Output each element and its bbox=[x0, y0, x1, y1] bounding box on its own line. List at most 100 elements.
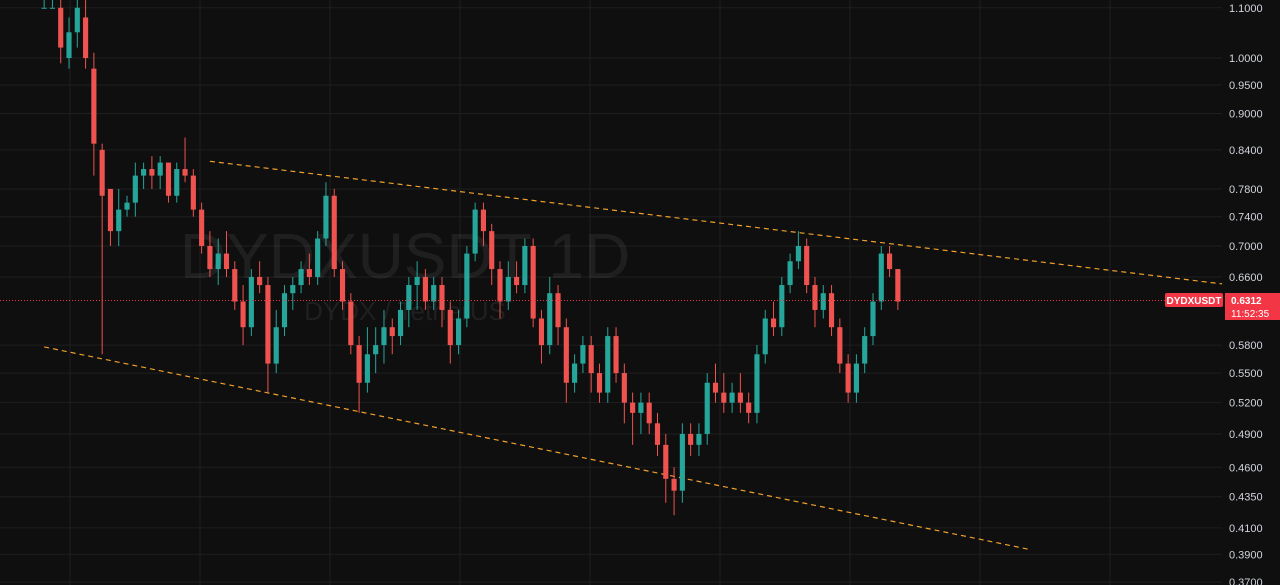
candle-body bbox=[654, 423, 661, 445]
price-badge-countdown: 11:52:35 bbox=[1231, 309, 1270, 320]
candle-body bbox=[66, 32, 72, 59]
candle bbox=[770, 301, 777, 337]
candle-body bbox=[248, 276, 254, 328]
candle bbox=[621, 363, 627, 424]
candle-body bbox=[439, 285, 445, 310]
candle bbox=[489, 223, 495, 286]
candle bbox=[547, 276, 553, 355]
candle bbox=[630, 392, 636, 445]
candle-body bbox=[712, 382, 719, 393]
candle bbox=[74, 0, 80, 48]
candle bbox=[157, 156, 163, 189]
candle-body bbox=[588, 345, 594, 374]
symbol-badge-label: DYDXUSDT bbox=[1166, 296, 1221, 307]
candle-body bbox=[414, 276, 420, 286]
candle bbox=[638, 392, 644, 434]
candle-body bbox=[804, 245, 810, 286]
candle-body bbox=[746, 402, 752, 413]
candle bbox=[356, 336, 362, 413]
candle bbox=[646, 392, 652, 434]
candle-body bbox=[290, 285, 296, 294]
candle bbox=[704, 373, 710, 445]
candle-body bbox=[770, 318, 777, 328]
candle-body bbox=[464, 253, 470, 319]
candle bbox=[812, 276, 818, 328]
candle bbox=[207, 231, 213, 277]
price-tick-label: 0.3700 bbox=[1229, 577, 1263, 585]
candle-body bbox=[174, 169, 180, 196]
candle bbox=[182, 137, 188, 183]
candle-body bbox=[83, 17, 89, 59]
candle-body bbox=[422, 276, 428, 302]
candle bbox=[721, 373, 727, 413]
candle bbox=[265, 276, 271, 393]
candle-body bbox=[538, 318, 545, 346]
candle-body bbox=[870, 301, 876, 337]
candle bbox=[878, 245, 884, 310]
candle-body bbox=[149, 169, 155, 176]
candle-body bbox=[74, 7, 80, 33]
candle-body bbox=[489, 231, 495, 270]
candle-body bbox=[257, 276, 263, 286]
price-tick-label: 0.5800 bbox=[1229, 340, 1263, 352]
candle-body bbox=[613, 336, 619, 374]
candle bbox=[298, 261, 304, 294]
candle bbox=[472, 202, 478, 262]
candle bbox=[746, 392, 752, 424]
candle-body bbox=[779, 285, 785, 328]
candle bbox=[572, 354, 578, 393]
candle bbox=[364, 327, 370, 393]
candle-body bbox=[389, 327, 395, 337]
price-tick-label: 0.9000 bbox=[1229, 109, 1263, 121]
candle bbox=[215, 238, 221, 286]
candle-body bbox=[704, 382, 710, 434]
candle-body bbox=[273, 327, 279, 364]
candle-body bbox=[828, 293, 835, 328]
price-tick-label: 1.1000 bbox=[1229, 3, 1263, 15]
price-tick-label: 0.9500 bbox=[1229, 80, 1263, 92]
candle-body bbox=[364, 354, 370, 383]
price-tick-label: 0.7000 bbox=[1229, 241, 1263, 253]
candle bbox=[862, 327, 868, 374]
candle-body bbox=[116, 209, 122, 232]
candle-body bbox=[688, 433, 694, 445]
candle-body bbox=[356, 345, 362, 383]
candle bbox=[348, 293, 354, 355]
candle-body bbox=[240, 301, 246, 328]
candle-body bbox=[895, 269, 901, 302]
candle-body bbox=[737, 392, 743, 403]
candle-body bbox=[845, 363, 851, 393]
price-tick-label: 0.6600 bbox=[1229, 272, 1263, 284]
candle bbox=[339, 261, 346, 310]
candle-body bbox=[315, 238, 321, 277]
candle bbox=[240, 285, 246, 346]
price-axis[interactable]: 1.1000 1.0000 0.9500 0.9000 0.8400 0.7800 0.74… bbox=[1229, 3, 1263, 585]
candle-body bbox=[630, 402, 636, 413]
price-tick-label: 0.3900 bbox=[1229, 549, 1263, 561]
candle bbox=[505, 261, 511, 310]
candle bbox=[165, 162, 172, 203]
candle bbox=[331, 188, 337, 277]
candle-body bbox=[265, 285, 271, 364]
candle-body bbox=[339, 269, 346, 302]
candle-body bbox=[862, 336, 868, 364]
price-tick-label: 0.4900 bbox=[1229, 429, 1263, 441]
candle bbox=[306, 253, 312, 286]
candle-body bbox=[522, 245, 528, 286]
candle bbox=[83, 0, 89, 69]
candle bbox=[555, 285, 561, 346]
candle bbox=[41, 0, 47, 9]
candle bbox=[323, 182, 329, 246]
candle-body bbox=[837, 327, 843, 364]
candle-body bbox=[397, 309, 404, 337]
watermark: DYDXUSDT 1D DYDX / TetherUS bbox=[180, 220, 630, 326]
candle bbox=[895, 269, 901, 310]
price-tick-label: 0.4350 bbox=[1229, 492, 1263, 504]
candle-body bbox=[886, 253, 893, 270]
candle-body bbox=[480, 209, 487, 232]
candle bbox=[588, 336, 594, 393]
candle bbox=[397, 301, 404, 346]
candle bbox=[190, 169, 196, 217]
